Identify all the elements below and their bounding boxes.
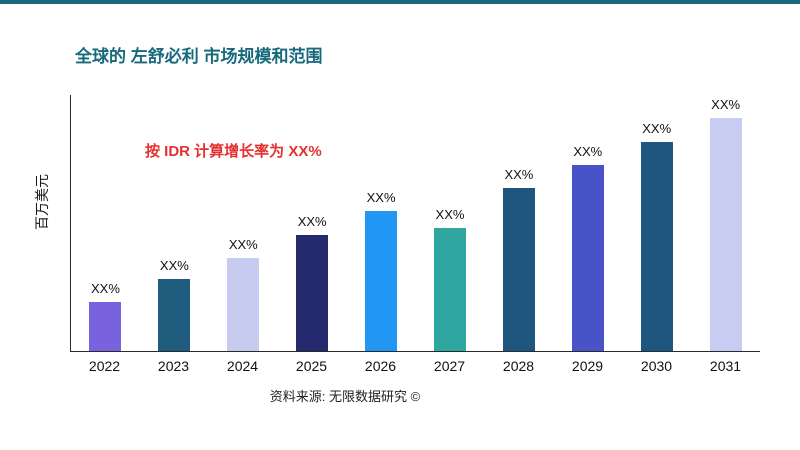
- bar-2026: [365, 211, 398, 351]
- bar-value-label: XX%: [297, 213, 327, 229]
- bar-2028: [502, 188, 535, 351]
- bar-value-label: XX%: [366, 190, 396, 206]
- x-axis-label: 2030: [640, 358, 673, 374]
- bar-value-label: XX%: [159, 257, 189, 273]
- bars: XX% XX% XX% XX% XX% XX% XX% XX% XX% XX%: [71, 95, 760, 351]
- bar-value-label: XX%: [91, 281, 120, 297]
- x-axis: 2022 2023 2024 2025 2026 2027 2028 2029 2030 2031: [70, 358, 760, 374]
- bar-2025: [296, 234, 329, 351]
- bar-group: XX%: [416, 95, 485, 351]
- bar-group: XX%: [278, 95, 347, 351]
- bar-2023: [158, 278, 191, 351]
- bar-group: XX%: [484, 95, 553, 351]
- bar-group: XX%: [622, 95, 691, 351]
- x-axis-label: 2022: [88, 358, 121, 374]
- bar-value-label: XX%: [711, 97, 741, 113]
- bar-value-label: XX%: [228, 236, 258, 252]
- source-note: 资料来源: 无限数据研究 ©: [269, 389, 421, 404]
- top-accent-bar: [0, 0, 800, 4]
- bar-value-label: XX%: [642, 120, 672, 136]
- x-axis-label: 2025: [295, 358, 328, 374]
- x-axis-label: 2023: [157, 358, 190, 374]
- growth-rate-annotation: 按 IDR 计算增长率为 XX%: [145, 143, 322, 160]
- x-axis-label: 2024: [226, 358, 259, 374]
- bar-group: XX%: [209, 95, 278, 351]
- bar-group: XX%: [71, 95, 140, 351]
- bar-2031: [709, 118, 742, 351]
- bar-2029: [571, 164, 604, 351]
- bar-group: XX%: [553, 95, 622, 351]
- bar-2022: [89, 302, 122, 351]
- bar-value-label: XX%: [504, 167, 534, 183]
- plot-area: XX% XX% XX% XX% XX% XX% XX% XX% XX% XX%: [70, 95, 760, 352]
- bar-group: XX%: [347, 95, 416, 351]
- x-axis-label: 2026: [364, 358, 397, 374]
- x-axis-label: 2031: [709, 358, 742, 374]
- x-axis-label: 2029: [571, 358, 604, 374]
- bar-2030: [640, 141, 673, 351]
- bar-group: XX%: [140, 95, 209, 351]
- bar-group: XX%: [691, 95, 760, 351]
- x-axis-label: 2028: [502, 358, 535, 374]
- bar-value-label: XX%: [573, 143, 603, 159]
- bar-2024: [227, 257, 260, 351]
- bar-value-label: XX%: [435, 206, 465, 222]
- x-axis-label: 2027: [433, 358, 466, 374]
- bar-2027: [433, 227, 466, 351]
- chart-title: 全球的 左舒必利 市场规模和范围: [75, 47, 323, 66]
- y-axis-label: 百万美元: [34, 174, 50, 230]
